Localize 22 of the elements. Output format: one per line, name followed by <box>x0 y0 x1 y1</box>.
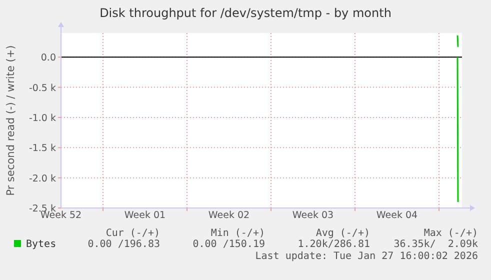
y-tick-label: -2.0 k <box>28 173 56 184</box>
text: 1.20k/286.81 <box>298 239 370 250</box>
text: Avg (-/+) <box>316 228 370 239</box>
text: 36.35k/ 2.09k <box>394 239 478 250</box>
x-tick-label: Week 04 <box>376 210 418 221</box>
text: Cur (-/+) <box>106 228 160 239</box>
x-tick-label: Week 52 <box>40 210 82 221</box>
x-tick-label: Week 02 <box>208 210 250 221</box>
y-tick-label: 0.0 <box>40 52 56 64</box>
text: 0.00 /150.19 <box>192 239 265 250</box>
text: 0.00 /196.83 <box>88 239 160 250</box>
text: Last update: Tue Jan 27 16:00:02 2026 <box>255 251 478 262</box>
text: Min (-/+) <box>210 228 265 239</box>
legend-label: Bytes <box>26 239 56 250</box>
chart-title: Disk throughput for /dev/system/tmp - by month <box>100 6 392 20</box>
x-tick-label: Week 03 <box>292 210 334 221</box>
y-tick-label: -1.5 k <box>28 143 56 154</box>
y-tick-label: -1.0 k <box>28 112 56 124</box>
x-tick-label: Week 01 <box>124 210 166 221</box>
y-tick-label: -0.5 k <box>28 82 56 94</box>
y-axis-title: Pr second read (-) / write (+) <box>5 45 17 196</box>
text: Max (-/+) <box>424 228 478 239</box>
